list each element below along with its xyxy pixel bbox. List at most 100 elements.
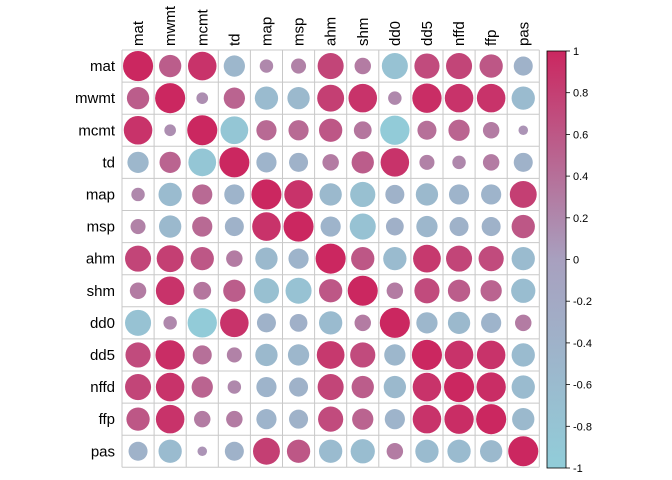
corr-circle-map-mwmt: [158, 182, 182, 207]
corr-circle-dd0-nffd: [447, 311, 471, 335]
col-label-dd5: dd5: [419, 21, 436, 46]
corr-circle-dd5-nffd: [444, 340, 474, 370]
corr-circle-td-nffd: [452, 155, 466, 170]
color-legend-bar: [546, 50, 567, 469]
correlation-grid: [121, 49, 540, 468]
legend-tick-label: -0.6: [573, 380, 592, 392]
corr-circle-td-dd5: [419, 154, 435, 170]
corr-circle-shm-ahm: [318, 279, 343, 303]
legend-tick-label: 0.2: [573, 213, 588, 225]
col-label-mat: mat: [130, 20, 147, 46]
corr-circle-mat-dd5: [414, 53, 440, 79]
corr-circle-dd5-msp: [287, 344, 310, 366]
row-label-map: map: [86, 186, 115, 203]
corr-circle-pas-mat: [128, 441, 148, 461]
corr-circle-map-pas: [509, 180, 537, 208]
corr-circle-nffd-ffp: [476, 372, 506, 402]
col-label-msp: msp: [291, 18, 308, 46]
corr-circle-ffp-mwmt: [155, 404, 185, 434]
corr-circle-mat-pas: [513, 56, 533, 76]
corr-circle-ffp-pas: [512, 407, 535, 431]
corr-circle-msp-ffp: [481, 217, 501, 237]
corr-circle-pas-mcmt: [197, 446, 208, 457]
corr-circle-ffp-td: [226, 410, 243, 428]
corr-circle-msp-td: [224, 217, 244, 237]
corr-circle-ahm-map: [255, 247, 278, 270]
corr-circle-nffd-mcmt: [191, 376, 213, 398]
corr-circle-shm-mat: [129, 282, 147, 299]
corr-circle-mwmt-map: [254, 86, 279, 110]
corr-circle-mcmt-shm: [353, 121, 372, 140]
corr-circle-ffp-mat: [126, 407, 150, 431]
corr-circle-mwmt-mwmt: [155, 83, 186, 114]
corr-circle-dd0-pas: [515, 314, 532, 332]
corr-circle-pas-map: [252, 437, 280, 465]
legend-tick-label: 1: [573, 46, 579, 58]
col-label-dd0: dd0: [387, 21, 404, 46]
corr-circle-map-dd0: [385, 184, 405, 204]
corr-circle-dd5-mwmt: [155, 340, 185, 370]
corr-circle-shm-td: [223, 279, 246, 302]
corr-circle-pas-mwmt: [158, 439, 182, 463]
corr-circle-nffd-td: [227, 380, 242, 394]
legend-tick-label: -1: [573, 463, 583, 475]
corr-circle-nffd-mwmt: [155, 372, 185, 402]
corr-circle-mwmt-dd0: [388, 91, 402, 105]
corr-circle-mcmt-td: [220, 116, 249, 145]
corr-circle-nffd-nffd: [444, 372, 475, 403]
corr-circle-map-td: [224, 184, 245, 205]
row-label-pas: pas: [91, 443, 115, 460]
corr-circle-nffd-pas: [511, 375, 535, 399]
corr-circle-map-mcmt: [192, 184, 213, 205]
corr-circle-dd0-map: [256, 313, 276, 333]
row-label-dd0: dd0: [90, 315, 115, 332]
corr-circle-mat-mcmt: [187, 51, 217, 81]
corr-circle-mat-ffp: [479, 54, 503, 78]
corr-circle-msp-msp: [283, 211, 314, 242]
corr-circle-pas-nffd: [447, 439, 471, 463]
color-legend: 1 0.8 0.6 0.4 0.2 0 -0.2 -0.4 -0.6 -0.8 -1: [546, 46, 592, 475]
corr-circle-dd0-ahm: [318, 311, 343, 335]
corr-circle-td-mcmt: [188, 148, 217, 177]
corr-circle-pas-dd5: [415, 439, 439, 463]
corr-circle-msp-dd0: [385, 217, 404, 236]
corr-circle-mcmt-mcmt: [187, 115, 218, 146]
col-label-ahm: ahm: [323, 17, 340, 46]
corr-circle-dd0-mcmt: [187, 308, 217, 338]
corr-circle-mwmt-shm: [348, 83, 378, 113]
legend-tick-label: -0.4: [573, 338, 592, 350]
corr-circle-mat-msp: [291, 58, 307, 74]
corr-circle-map-ffp: [481, 184, 502, 205]
row-label-msp: msp: [87, 219, 115, 236]
correlation-circles: [123, 51, 539, 467]
corr-circle-shm-mcmt: [193, 281, 212, 300]
corr-circle-nffd-dd5: [412, 372, 442, 402]
corr-circle-dd0-msp: [289, 313, 308, 332]
corr-circle-dd0-mat: [125, 309, 152, 336]
legend-tick-label: 0.4: [573, 171, 588, 183]
corr-circle-msp-dd5: [416, 215, 438, 238]
corr-circle-msp-mat: [130, 219, 146, 235]
corr-circle-mat-shm: [354, 57, 371, 75]
corr-circle-mat-map: [259, 59, 274, 73]
col-label-td: td: [226, 33, 243, 46]
corr-circle-mwmt-mcmt: [196, 92, 209, 104]
row-labels: mat mwmt mcmt td map msp ahm shm dd0 dd5 nffd ffp pa…: [75, 58, 116, 460]
corr-circle-dd5-td: [226, 347, 242, 363]
corr-circle-mat-ahm: [317, 53, 344, 80]
corr-circle-td-dd0: [380, 148, 410, 177]
corr-circle-mat-td: [223, 55, 245, 77]
legend-tick-label: 0.6: [573, 129, 588, 141]
corr-circle-shm-pas: [511, 278, 536, 303]
corr-circle-ffp-ahm: [318, 406, 344, 432]
corr-circle-ahm-ahm: [315, 243, 346, 274]
corr-circle-nffd-dd0: [383, 375, 407, 399]
col-label-mwmt: mwmt: [162, 5, 179, 46]
corr-circle-pas-dd0: [386, 443, 404, 460]
corr-circle-mcmt-mwmt: [164, 124, 176, 137]
corr-circle-ahm-dd0: [383, 246, 407, 271]
corr-circle-dd5-ffp: [476, 340, 506, 370]
row-label-shm: shm: [87, 283, 115, 300]
corr-circle-dd0-dd5: [416, 312, 438, 334]
